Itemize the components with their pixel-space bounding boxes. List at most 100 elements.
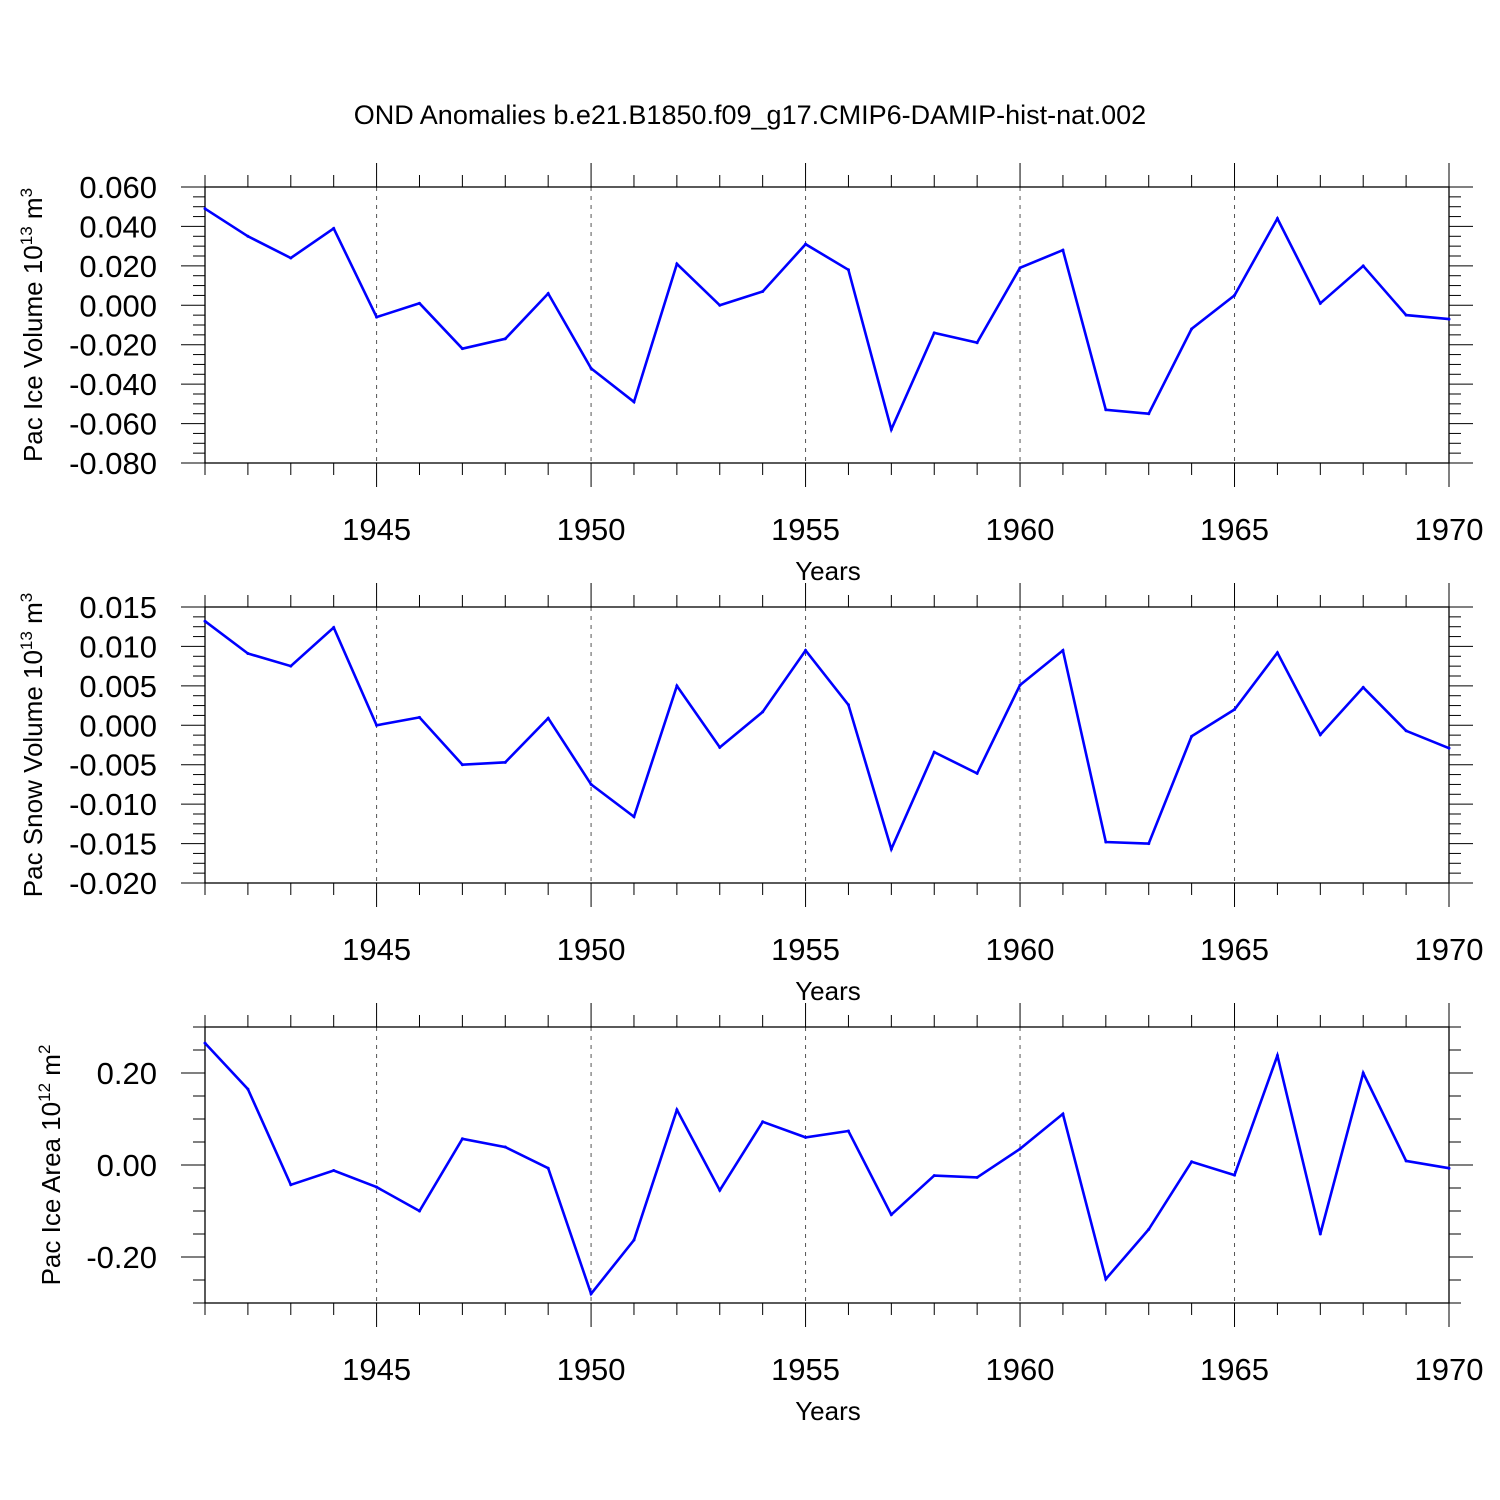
y-tick-label: -0.20: [86, 1240, 157, 1275]
data-point: [1447, 1166, 1451, 1170]
data-point: [460, 1137, 464, 1141]
data-point: [1404, 729, 1408, 733]
data-point: [975, 771, 979, 775]
data-point: [503, 1145, 507, 1149]
data-point: [246, 1087, 250, 1091]
y-axis-title: Pac Ice Area 1012 m2: [35, 1045, 66, 1286]
data-point: [1147, 842, 1151, 846]
data-point: [203, 619, 207, 623]
data-point: [804, 242, 808, 246]
data-point: [1233, 1173, 1237, 1177]
data-point: [675, 262, 679, 266]
data-point: [1233, 293, 1237, 297]
x-axis-title: Years: [795, 976, 861, 1006]
data-point: [375, 315, 379, 319]
y-tick-label: 0.20: [97, 1056, 157, 1091]
data-point: [846, 268, 850, 272]
data-point: [1018, 266, 1022, 270]
data-point: [460, 763, 464, 767]
data-point: [975, 341, 979, 345]
data-point: [1233, 708, 1237, 712]
y-tick-label: -0.060: [69, 407, 157, 442]
data-point: [1318, 733, 1322, 737]
data-point: [889, 427, 893, 431]
data-point: [375, 1185, 379, 1189]
x-tick-label: 1955: [771, 1352, 840, 1387]
pac-ice-area-series-line: [204, 1042, 1450, 1297]
data-point: [675, 684, 679, 688]
pac-snow-volume-series-line: [204, 620, 1450, 853]
data-point: [1104, 840, 1108, 844]
data-point: [246, 652, 250, 656]
data-point: [846, 703, 850, 707]
x-tick-label: 1950: [557, 512, 626, 547]
data-point: [1361, 264, 1365, 268]
y-axis-title: Pac Snow Volume 1013 m3: [17, 593, 48, 897]
data-point: [1061, 648, 1065, 652]
data-point: [1190, 734, 1194, 738]
data-point: [718, 745, 722, 749]
data-point: [718, 1188, 722, 1192]
data-point: [289, 664, 293, 668]
y-tick-label: 0.015: [79, 590, 157, 625]
data-point: [203, 207, 207, 211]
data-point: [417, 301, 421, 305]
data-point: [1275, 1054, 1279, 1058]
data-point: [804, 1135, 808, 1139]
y-tick-label: 0.000: [79, 288, 157, 323]
x-tick-label: 1955: [771, 512, 840, 547]
y-axis-title: Pac Ice Volume 1013 m3: [17, 188, 48, 462]
data-point: [1190, 1160, 1194, 1164]
data-point: [632, 815, 636, 819]
data-point: [1104, 1277, 1108, 1281]
data-point: [1404, 1159, 1408, 1163]
chart-title: OND Anomalies b.e21.B1850.f09_g17.CMIP6-…: [354, 100, 1146, 130]
data-point: [975, 1175, 979, 1179]
pac-snow-volume-panel: 0.015 0.010 0.005 0.000 -0.005 -0.010 -0.015 -0…: [17, 583, 1483, 1006]
x-tick-label: 1950: [557, 932, 626, 967]
y-tick-label: 0.005: [79, 669, 157, 704]
data-point: [889, 847, 893, 851]
data-point: [718, 303, 722, 307]
x-tick-label: 1950: [557, 1352, 626, 1387]
data-point: [289, 1183, 293, 1187]
data-point: [1318, 1232, 1322, 1236]
y-tick-label: -0.010: [69, 787, 157, 822]
data-point: [332, 626, 336, 630]
y-tick-label: 0.000: [79, 708, 157, 743]
data-point: [932, 750, 936, 754]
x-tick-label: 1965: [1200, 512, 1269, 547]
data-point: [1190, 327, 1194, 331]
x-tick-label: 1970: [1415, 932, 1484, 967]
data-point: [417, 715, 421, 719]
data-point: [1147, 1227, 1151, 1231]
data-point: [332, 1169, 336, 1173]
pac-ice-area-panel: 0.20 0.00 -0.20 1945 1950 1955 1960 1965 1970 Yea…: [35, 1003, 1483, 1426]
x-tick-label: 1965: [1200, 932, 1269, 967]
x-tick-label: 1960: [986, 512, 1055, 547]
x-tick-label: 1970: [1415, 512, 1484, 547]
y-tick-label: 0.060: [79, 170, 157, 205]
data-point: [1361, 685, 1365, 689]
data-point: [1147, 412, 1151, 416]
data-point: [546, 716, 550, 720]
pac-ice-volume-series-line: [204, 207, 1450, 434]
data-point: [1018, 1147, 1022, 1151]
data-point: [1104, 408, 1108, 412]
data-point: [460, 347, 464, 351]
data-point: [1061, 1112, 1065, 1116]
x-tick-label: 1945: [342, 1352, 411, 1387]
data-point: [589, 1292, 593, 1296]
data-point: [889, 1213, 893, 1217]
x-tick-label: 1945: [342, 932, 411, 967]
x-axis-title: Years: [795, 1396, 861, 1426]
data-point: [1018, 683, 1022, 687]
x-axis-title: Years: [795, 556, 861, 586]
data-point: [246, 234, 250, 238]
data-point: [932, 1174, 936, 1178]
data-point: [375, 723, 379, 727]
y-tick-label: -0.040: [69, 367, 157, 402]
data-point: [503, 760, 507, 764]
pac-ice-volume-panel: 0.060 0.040 0.020 0.000 -0.020 -0.040 -0.060 -0…: [17, 163, 1483, 586]
